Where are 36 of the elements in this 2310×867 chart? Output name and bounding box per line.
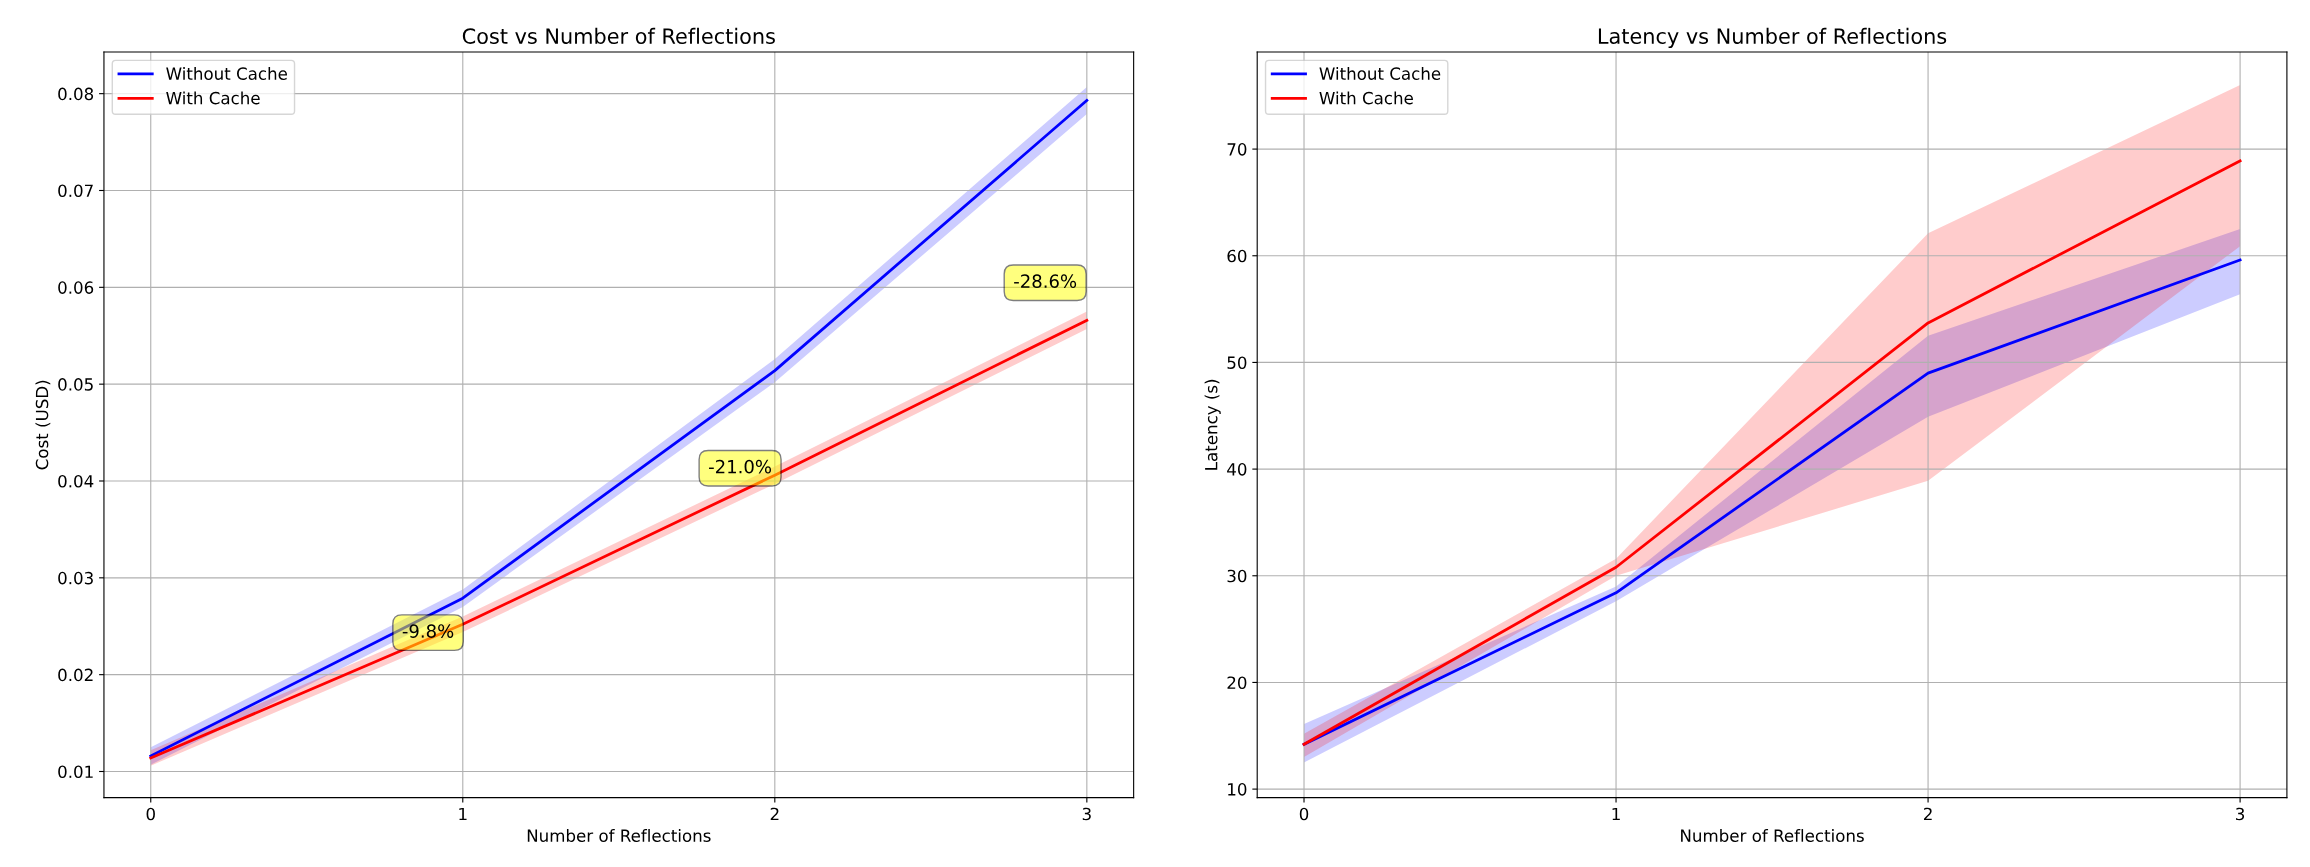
x-tick-label: 1 <box>459 807 467 821</box>
x-tick-label: 1 <box>1612 807 1620 821</box>
legend-label: Without Cache <box>1319 67 1441 80</box>
x-tick-label: 3 <box>1082 807 1091 821</box>
y-axis-title: Latency (s) <box>1204 379 1221 470</box>
y-tick-label: 70 <box>1227 143 1247 156</box>
y-tick-label: 50 <box>1227 356 1247 369</box>
x-tick-label: 2 <box>770 807 779 821</box>
x-tick-label: 0 <box>1299 807 1309 821</box>
y-tick-label: 30 <box>1227 569 1247 583</box>
x-axis-title: Number of Reflections <box>527 829 711 842</box>
y-tick-label: 20 <box>1227 676 1247 690</box>
y-tick-label: 60 <box>1227 249 1247 263</box>
y-tick-label: 10 <box>1228 783 1247 796</box>
x-axis-title: Number of Reflections <box>1681 829 1864 842</box>
x-tick-label: 0 <box>146 807 155 821</box>
legend-label: With Cache <box>1319 91 1413 105</box>
x-tick-label: 3 <box>2236 807 2245 821</box>
chart-title: Cost vs Number of Reflections <box>462 27 775 44</box>
y-tick-label: 0.08 <box>58 87 94 101</box>
y-tick-label: 0.03 <box>58 571 93 585</box>
legend-label: Without Cache <box>166 67 287 80</box>
y-tick-label: 0.07 <box>58 184 93 198</box>
chart-title: Latency vs Number of Reflections <box>1598 27 1947 49</box>
y-tick-label: 0.04 <box>58 474 94 488</box>
x-tick-label: 2 <box>1923 807 1932 821</box>
annotation: -21.0% <box>709 459 772 474</box>
y-tick-label: 40 <box>1227 463 1247 476</box>
y-tick-label: 0.05 <box>58 378 93 391</box>
y-tick-label: 0.06 <box>58 281 94 294</box>
legend-label: With Cache <box>166 91 260 105</box>
annotation: -9.8% <box>402 624 454 638</box>
y-axis-title: Cost (USD) <box>35 380 51 470</box>
y-tick-label: 0.01 <box>58 765 93 779</box>
y-tick-label: 0.02 <box>58 668 93 682</box>
annotation: -28.6% <box>1014 274 1077 288</box>
